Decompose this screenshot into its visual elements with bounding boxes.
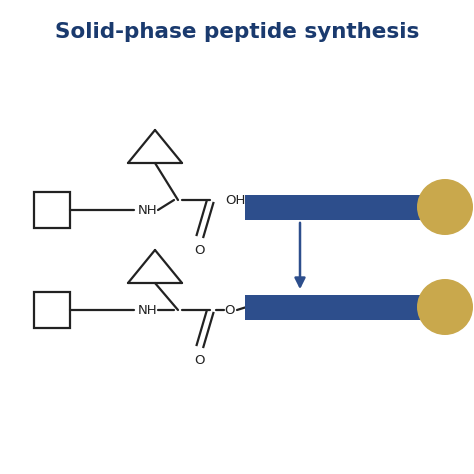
Bar [245, 295, 420, 320]
Circle shape [417, 179, 473, 235]
Text: Solid-phase peptide synthesis: Solid-phase peptide synthesis [55, 22, 419, 42]
Bar [34, 292, 70, 328]
Text: NH: NH [138, 203, 158, 217]
Text: O: O [195, 244, 205, 257]
Bar [34, 192, 70, 228]
Text: O: O [225, 303, 235, 317]
Text: O: O [195, 354, 205, 367]
Bar [245, 195, 420, 220]
Text: NH: NH [138, 303, 158, 317]
Text: OH: OH [225, 193, 246, 207]
Circle shape [417, 279, 473, 335]
